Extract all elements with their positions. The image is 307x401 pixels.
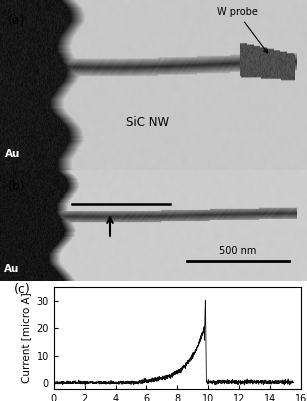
Y-axis label: Current [micro A]: Current [micro A] bbox=[21, 292, 31, 383]
Text: W probe: W probe bbox=[216, 7, 268, 53]
Text: (b): (b) bbox=[8, 180, 25, 193]
Text: Au: Au bbox=[4, 264, 19, 274]
Text: SiC NW: SiC NW bbox=[126, 116, 169, 129]
Text: (c): (c) bbox=[14, 283, 31, 296]
Text: Au: Au bbox=[5, 149, 20, 159]
Text: 500 nm: 500 nm bbox=[219, 247, 257, 257]
Text: (a): (a) bbox=[8, 14, 25, 27]
